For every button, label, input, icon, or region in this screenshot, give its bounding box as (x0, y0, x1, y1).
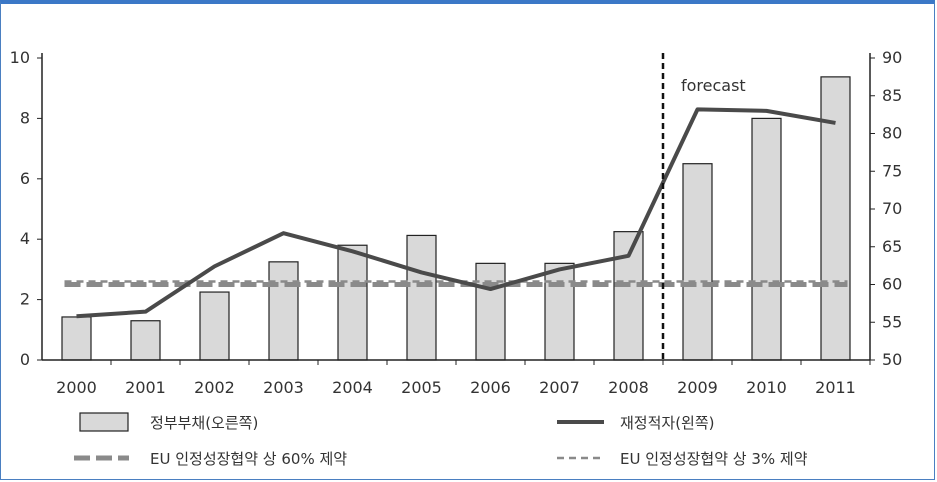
axes (41, 53, 871, 361)
x-tick-label: 2007 (539, 378, 580, 397)
x-tick-label: 2000 (56, 378, 97, 397)
left-tick-label: 6 (20, 169, 30, 188)
right-tick-label: 90 (882, 48, 902, 67)
x-tick-label: 2006 (470, 378, 511, 397)
x-tick-label: 2005 (401, 378, 442, 397)
left-tick-label: 2 (20, 290, 30, 309)
forecast-marker: forecast (661, 53, 746, 360)
debt-bar (613, 231, 644, 361)
right-axis-ticks: 50 55 60 65 70 75 80 85 90 (870, 48, 902, 369)
debt-bar (337, 244, 368, 361)
legend-bar-swatch (79, 412, 129, 432)
debt-bar (268, 261, 299, 361)
x-tick-label: 2001 (125, 378, 166, 397)
deficit-line (76, 107, 836, 319)
legend-line-label: 재정적자(왼쪽) (620, 414, 715, 432)
left-tick-label: 4 (20, 229, 30, 248)
x-tick-label: 2004 (332, 378, 373, 397)
debt-bar (820, 76, 851, 361)
limit-lines (64, 280, 848, 287)
left-tick-label: 0 (20, 350, 30, 369)
debt-bar (199, 291, 230, 361)
x-tick-label: 2009 (677, 378, 718, 397)
right-tick-label: 80 (882, 124, 902, 143)
legend: 정부부채(오른쪽) 재정적자(왼쪽) EU 인정성장협약 상 60% 제약 EU 인정… (74, 412, 808, 468)
debt-bar (61, 316, 92, 361)
left-tick-label: 8 (20, 108, 30, 127)
debt-bar (751, 117, 782, 361)
x-tick-label: 2010 (746, 378, 787, 397)
right-tick-label: 55 (882, 312, 902, 331)
left-tick-label: 10 (10, 48, 30, 67)
debt-bar (130, 320, 161, 361)
right-tick-label: 65 (882, 237, 902, 256)
right-tick-label: 85 (882, 86, 902, 105)
x-tick-label: 2011 (815, 378, 856, 397)
x-tick-label: 2003 (263, 378, 304, 397)
debt-bar (682, 163, 713, 361)
debt-bar (475, 262, 506, 361)
legend-limit60-label: EU 인정성장협약 상 60% 제약 (150, 450, 347, 468)
x-tick-label: 2002 (194, 378, 235, 397)
debt-bar (406, 234, 437, 361)
legend-limit3-label: EU 인정성장협약 상 3% 제약 (620, 450, 808, 468)
legend-bar-label: 정부부채(오른쪽) (150, 414, 258, 432)
debt-bars (61, 76, 851, 361)
right-tick-label: 50 (882, 350, 902, 369)
debt-bar (544, 262, 575, 361)
right-tick-label: 75 (882, 161, 902, 180)
forecast-label: forecast (681, 76, 746, 95)
x-axis-labels: 2000 2001 2002 2003 2004 2005 2006 2007 2008 2009… (56, 360, 871, 397)
left-axis-ticks: 0 2 4 6 8 10 (10, 48, 42, 369)
right-tick-label: 60 (882, 275, 902, 294)
right-tick-label: 70 (882, 199, 902, 218)
x-tick-label: 2008 (608, 378, 649, 397)
deficit-line-group (76, 107, 836, 319)
